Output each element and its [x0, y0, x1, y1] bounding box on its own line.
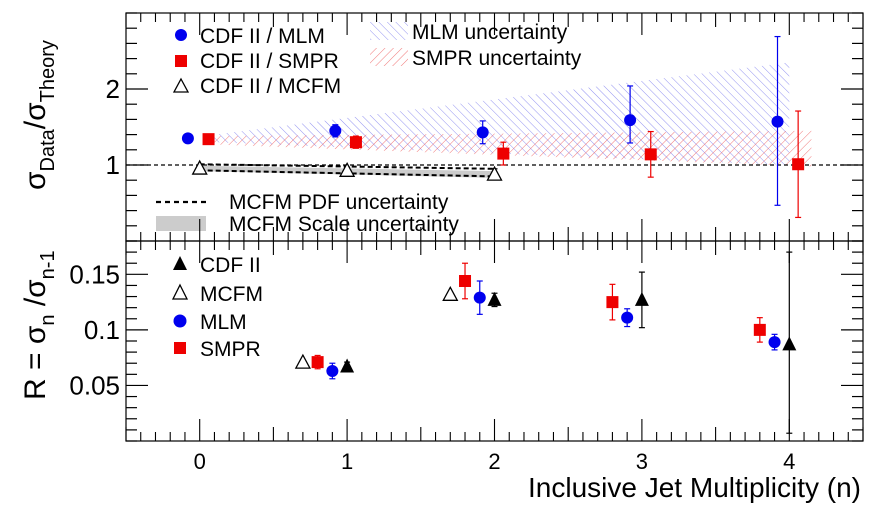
top-legend: CDF II / MLM CDF II / SMPR CDF II / MCFM…: [156, 21, 582, 236]
top-data-points: [181, 35, 805, 219]
legend-swatch-scale-uncertainty: [156, 216, 206, 231]
x-axis-label: Inclusive Jet Multiplicity (n): [528, 472, 861, 503]
x-tick-label-4: 4: [783, 449, 795, 474]
bottom-cdf-point-0: [340, 358, 355, 373]
bottom-y-tick-label-2: 0.15: [69, 259, 120, 289]
top-mlm-point-0: [181, 132, 194, 145]
bottom-cdf-point-1: [487, 291, 502, 306]
top-y-tick-label-1: 2: [106, 74, 120, 104]
top-panel: 1 2 σData/σTheory CDF II / MLM CDF II / S…: [19, 12, 864, 242]
bottom-y-tick-label-0: 0.05: [69, 370, 120, 400]
top-mlm-point-3: [624, 114, 637, 127]
bottom-x-axis: 0 1 2 3 4: [125, 13, 864, 474]
bottom-ylabel-sep: /σ: [19, 279, 52, 315]
x-tick-label-1: 1: [341, 449, 353, 474]
bottom-y-axis: 0.05 0.1 0.15: [69, 240, 863, 442]
legend-label-mcfm-bottom: MCFM: [200, 283, 263, 306]
top-smpr-point-4: [792, 158, 805, 171]
legend-label-cdf: CDF II: [200, 254, 261, 277]
legend-label-scale-uncertainty: MCFM Scale uncertainty: [229, 213, 459, 236]
legend-marker-cdf: [173, 256, 187, 270]
bottom-mlm-point-0: [326, 365, 339, 377]
top-ylabel-main: σ: [19, 171, 52, 190]
top-mcfm-point-0: [191, 159, 208, 175]
legend-label-pdf-uncertainty: MCFM PDF uncertainty: [229, 191, 449, 214]
bottom-mcfm-point-1: [442, 285, 459, 301]
bottom-cdf-point-2: [634, 291, 649, 306]
x-tick-label-3: 3: [636, 449, 648, 474]
bottom-y-tick-label-1: 0.1: [84, 315, 120, 345]
top-ylabel-sub-den: Theory: [37, 40, 59, 102]
top-mcfm-point-1: [339, 161, 356, 177]
top-smpr-point-0: [202, 133, 215, 146]
bottom-smpr-point-3: [753, 323, 766, 336]
legend-marker-mcfm-bottom: [171, 283, 189, 300]
legend-label-mlm-uncertainty: MLM uncertainty: [412, 21, 568, 44]
top-mcfm-point-2: [486, 165, 503, 181]
bottom-ylabel-sub-num: n: [37, 315, 59, 326]
bottom-smpr-point-1: [459, 275, 472, 287]
bottom-mlm-point-2: [621, 311, 634, 324]
bottom-smpr-point-2: [606, 296, 619, 309]
legend-label-smpr-bottom: SMPR: [200, 338, 261, 361]
legend-marker-smpr: [175, 55, 187, 67]
legend-label-smpr-uncertainty: SMPR uncertainty: [412, 47, 582, 70]
top-mlm-point-2: [476, 126, 489, 139]
top-y-axis-label: σData/σTheory: [19, 40, 59, 190]
bottom-legend: CDF II MCFM MLM SMPR: [171, 254, 263, 361]
bottom-ylabel-sub-den: n-1: [37, 250, 59, 279]
top-smpr-point-2: [497, 147, 510, 160]
legend-marker-mcfm: [172, 77, 190, 93]
bottom-mcfm-point-0: [294, 353, 311, 369]
top-ylabel-sub-num: Data: [37, 128, 59, 171]
bottom-cdf-point-3: [782, 336, 797, 351]
legend-swatch-mlm-uncertainty: [370, 22, 408, 40]
x-tick-label-2: 2: [488, 449, 500, 474]
top-mlm-point-4: [771, 115, 784, 128]
top-smpr-point-3: [644, 148, 657, 161]
top-y-tick-label-0: 1: [106, 150, 120, 180]
legend-marker-mlm: [175, 29, 187, 41]
legend-swatch-smpr-uncertainty: [370, 48, 408, 66]
legend-label-mlm: CDF II / MLM: [200, 25, 325, 48]
legend-label-mcfm: CDF II / MCFM: [200, 75, 341, 98]
bottom-mlm-point-1: [473, 291, 486, 304]
top-ylabel-sep: /σ: [19, 102, 52, 129]
legend-marker-smpr-bottom: [174, 342, 186, 354]
legend-label-smpr: CDF II / SMPR: [200, 50, 339, 73]
top-mlm-point-1: [329, 124, 342, 137]
legend-label-mlm-bottom: MLM: [200, 311, 247, 334]
bottom-mlm-point-3: [768, 336, 781, 349]
smpr-uncertainty-band: [214, 130, 812, 167]
x-tick-label-0: 0: [194, 449, 206, 474]
top-smpr-point-1: [349, 136, 362, 149]
bottom-y-axis-label: R = σn /σn-1: [19, 250, 59, 400]
bottom-smpr-point-0: [311, 356, 324, 369]
legend-marker-mlm-bottom: [173, 314, 187, 328]
bottom-ylabel-main: R = σ: [19, 325, 52, 400]
bottom-data-points: [294, 251, 797, 434]
